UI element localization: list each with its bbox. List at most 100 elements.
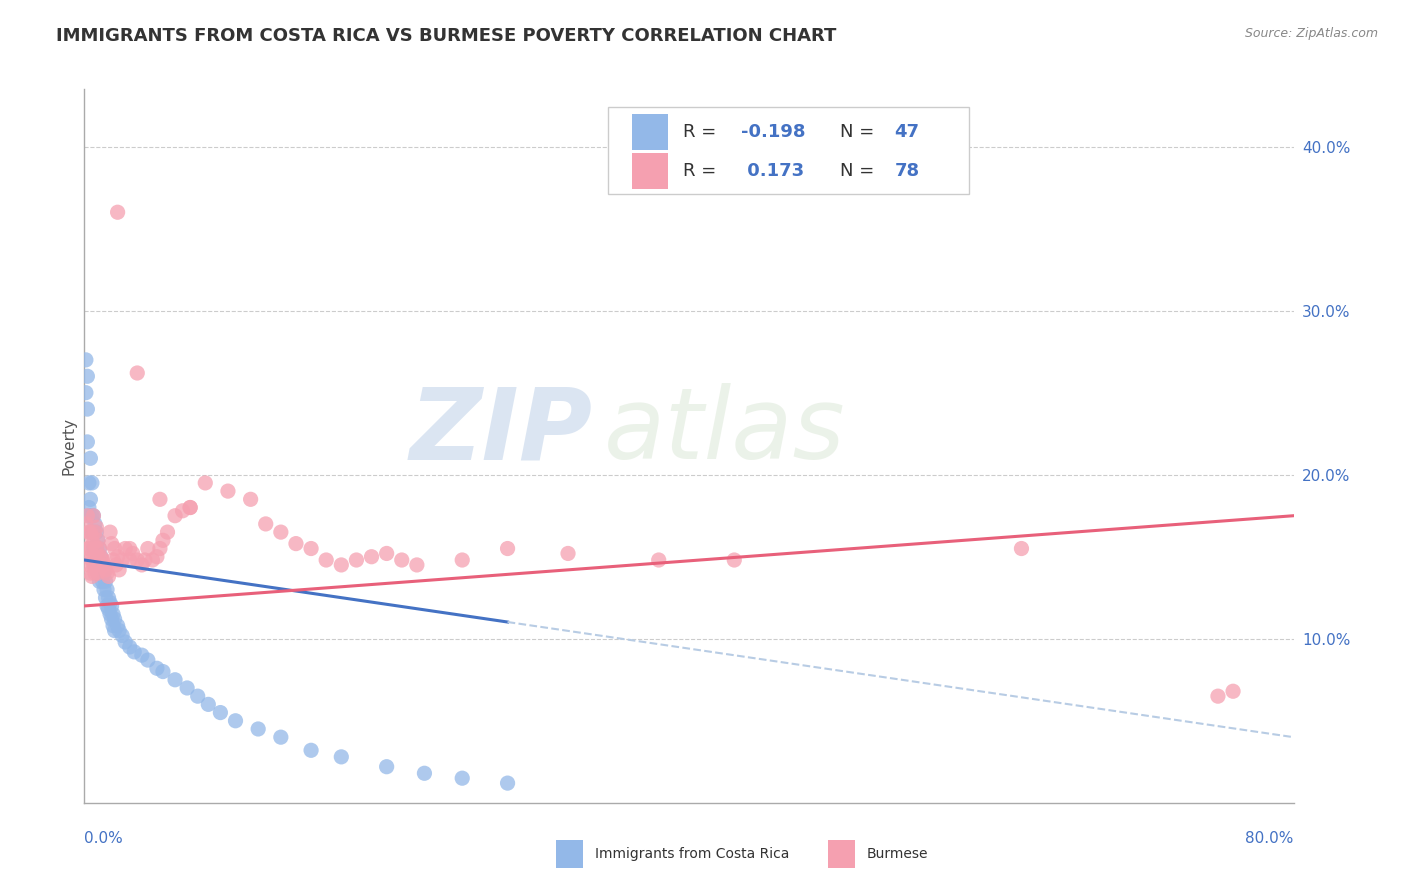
Point — [114, 541, 136, 556]
Point — [86, 558, 108, 572]
Point — [82, 536, 104, 550]
Point — [179, 500, 201, 515]
Point — [101, 607, 124, 622]
Text: 0.0%: 0.0% — [84, 831, 124, 847]
Point — [406, 558, 429, 572]
Point — [194, 475, 217, 490]
Point — [100, 612, 122, 626]
Point — [98, 607, 121, 622]
Point — [79, 451, 101, 466]
Text: IMMIGRANTS FROM COSTA RICA VS BURMESE POVERTY CORRELATION CHART: IMMIGRANTS FROM COSTA RICA VS BURMESE PO… — [56, 27, 837, 45]
Point — [101, 553, 124, 567]
Point — [165, 508, 187, 523]
Point — [80, 530, 103, 544]
Point — [105, 558, 128, 572]
Point — [76, 369, 98, 384]
Point — [86, 520, 108, 534]
Point — [84, 549, 107, 564]
Point — [152, 533, 174, 548]
Point — [172, 504, 194, 518]
Point — [330, 558, 353, 572]
Point — [217, 484, 239, 499]
Point — [121, 546, 143, 560]
Point — [723, 553, 745, 567]
Point — [80, 553, 103, 567]
Text: Burmese: Burmese — [866, 847, 928, 861]
Point — [90, 549, 112, 564]
Point — [107, 618, 129, 632]
Point — [346, 553, 368, 567]
Point — [136, 541, 159, 556]
Text: N =: N = — [841, 161, 880, 180]
Point — [93, 558, 115, 572]
Point — [91, 574, 114, 589]
Point — [96, 566, 118, 581]
Point — [156, 525, 179, 540]
Point — [80, 525, 103, 540]
Point — [375, 760, 398, 774]
Point — [84, 541, 107, 556]
Point — [89, 574, 111, 589]
Point — [84, 558, 107, 572]
Point — [118, 640, 141, 654]
Text: 0.173: 0.173 — [741, 161, 804, 180]
Point — [80, 475, 103, 490]
Point — [197, 698, 219, 712]
Point — [299, 743, 322, 757]
Point — [79, 492, 101, 507]
Point — [97, 591, 120, 605]
Point — [187, 689, 209, 703]
Point — [96, 599, 118, 613]
Point — [391, 553, 413, 567]
Point — [93, 582, 115, 597]
Point — [91, 558, 114, 572]
Point — [87, 533, 110, 548]
Point — [82, 558, 104, 572]
Text: R =: R = — [683, 123, 721, 141]
Point — [76, 434, 98, 449]
Point — [82, 541, 104, 556]
Point — [82, 508, 104, 523]
Point — [84, 525, 107, 540]
Point — [136, 653, 159, 667]
Point — [84, 566, 107, 581]
Point — [87, 533, 110, 548]
Point — [94, 591, 117, 605]
Point — [127, 366, 149, 380]
Point — [179, 500, 201, 515]
Point — [270, 730, 292, 744]
Point — [76, 402, 98, 417]
Point — [77, 508, 100, 523]
Point — [87, 549, 110, 564]
Point — [496, 776, 519, 790]
Point — [86, 541, 108, 556]
Point — [111, 628, 134, 642]
Text: Immigrants from Costa Rica: Immigrants from Costa Rica — [595, 847, 789, 861]
Point — [79, 549, 101, 564]
Point — [80, 508, 103, 523]
Point — [146, 549, 169, 564]
Text: -0.198: -0.198 — [741, 123, 806, 141]
Point — [127, 553, 149, 567]
Point — [225, 714, 247, 728]
Point — [86, 525, 108, 540]
Point — [118, 541, 141, 556]
Point — [90, 566, 112, 581]
Point — [451, 553, 474, 567]
Point — [149, 492, 172, 507]
Point — [149, 541, 172, 556]
Point — [87, 566, 110, 581]
Text: ZIP: ZIP — [409, 384, 592, 480]
Point — [89, 558, 111, 572]
Point — [84, 516, 107, 531]
Point — [496, 541, 519, 556]
Point — [209, 706, 232, 720]
Point — [98, 525, 121, 540]
Point — [77, 500, 100, 515]
Point — [122, 645, 145, 659]
Point — [97, 569, 120, 583]
Point — [100, 599, 122, 613]
Point — [97, 602, 120, 616]
Point — [79, 566, 101, 581]
FancyBboxPatch shape — [828, 840, 855, 869]
